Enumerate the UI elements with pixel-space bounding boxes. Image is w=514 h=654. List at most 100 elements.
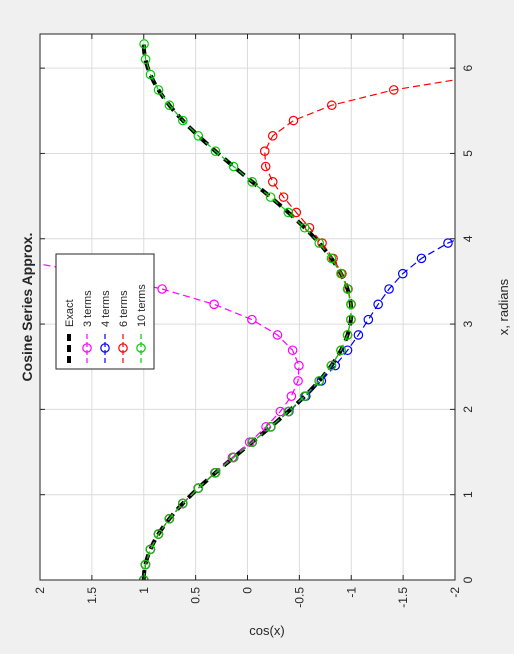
legend-marker (100, 343, 110, 353)
y-tick-label: -2 (448, 587, 462, 598)
data-point (416, 253, 427, 264)
data-point (145, 69, 156, 80)
data-point (209, 299, 219, 310)
data-point (314, 376, 324, 386)
data-point (384, 284, 394, 294)
y-tick-label: 0.5 (189, 587, 203, 604)
legend-label: Exact (64, 299, 76, 327)
y-tick-label: 1 (137, 587, 151, 594)
data-point (299, 391, 310, 402)
x-tick-label: 5 (461, 150, 475, 157)
data-point (157, 284, 167, 294)
legend-label: 10 terms (136, 284, 148, 327)
data-point (293, 376, 303, 386)
legend-marker (136, 343, 146, 353)
data-point (164, 100, 175, 111)
data-point (363, 314, 374, 325)
x-tick-label: 2 (461, 406, 475, 413)
legend-item: 4 terms (100, 290, 112, 363)
x-tick-label: 6 (461, 64, 475, 71)
y-axis-label: cos(x) (249, 623, 284, 638)
legend-label: 4 terms (100, 290, 112, 327)
data-point (288, 115, 299, 126)
data-point (178, 498, 188, 509)
data-point (346, 314, 356, 325)
y-tick-label: -1.5 (396, 587, 410, 608)
legend-item: 10 terms (136, 284, 148, 363)
data-point (287, 345, 298, 356)
y-tick-label: 2 (33, 587, 47, 594)
y-tick-label: -1 (344, 587, 358, 598)
series-exact (141, 43, 354, 580)
y-tick-label: 0 (241, 587, 255, 594)
x-tick-label: 4 (461, 235, 475, 242)
data-point (210, 467, 221, 478)
data-point (304, 222, 315, 233)
data-point (373, 299, 383, 310)
data-point (265, 192, 276, 202)
data-point (272, 330, 283, 340)
data-point (247, 437, 257, 447)
data-point (267, 177, 278, 187)
data-point (139, 39, 149, 49)
data-point (346, 299, 356, 310)
data-point (193, 131, 204, 141)
data-point (247, 314, 257, 325)
data-point (388, 85, 399, 95)
data-point (140, 54, 151, 65)
data-point (259, 146, 270, 156)
x-tick-label: 3 (461, 320, 475, 327)
data-point (397, 268, 408, 279)
legend-label: 3 terms (82, 290, 94, 327)
data-point (228, 161, 239, 172)
x-tick-label: 0 (461, 576, 475, 583)
data-point (228, 452, 239, 463)
legend-item: Exact (64, 299, 76, 363)
data-point (294, 360, 304, 371)
data-point (342, 330, 353, 340)
legend: Exact 3 terms 4 terms 6 terms 10 terms (55, 253, 155, 370)
data-point (283, 207, 294, 218)
data-point (178, 115, 188, 126)
data-point (153, 529, 164, 539)
data-point (342, 345, 353, 356)
data-point (193, 483, 204, 493)
y-tick-label: 1.5 (85, 587, 99, 604)
data-point (244, 437, 255, 447)
chart-title: Cosine Series Approx. (19, 233, 35, 382)
data-point (336, 345, 346, 356)
data-point (267, 131, 278, 141)
data-point (353, 330, 364, 340)
data-point (140, 559, 151, 570)
data-point (247, 177, 257, 187)
data-point (210, 146, 221, 156)
y-tick-label: -0.5 (292, 587, 306, 608)
data-point (336, 268, 346, 279)
data-point (283, 406, 294, 417)
legend-label: 6 terms (118, 290, 130, 327)
data-point (278, 192, 289, 202)
data-point (326, 100, 337, 111)
exact-line (141, 43, 354, 580)
legend-item: 6 terms (118, 290, 130, 363)
legend-item: 3 terms (82, 290, 94, 363)
data-point (164, 513, 175, 524)
data-point (299, 222, 310, 233)
x-axis-label: x, radians (496, 278, 511, 335)
data-point (443, 238, 453, 248)
data-point (260, 161, 271, 172)
x-tick-label: 1 (461, 491, 475, 498)
data-point (326, 253, 337, 264)
data-point (286, 391, 297, 402)
data-point (153, 85, 164, 95)
data-point (314, 238, 324, 248)
data-point (145, 544, 156, 555)
data-point (265, 422, 276, 432)
data-point (326, 360, 337, 371)
legend-marker (118, 343, 128, 353)
legend-marker (82, 343, 92, 353)
legend-box (55, 253, 155, 370)
axis-ticks: 0 1 2 3 4 5 6 2 1.5 1 0.5 0 -0.5 -1 -1.5 -2 (33, 34, 475, 608)
data-point (342, 284, 353, 294)
